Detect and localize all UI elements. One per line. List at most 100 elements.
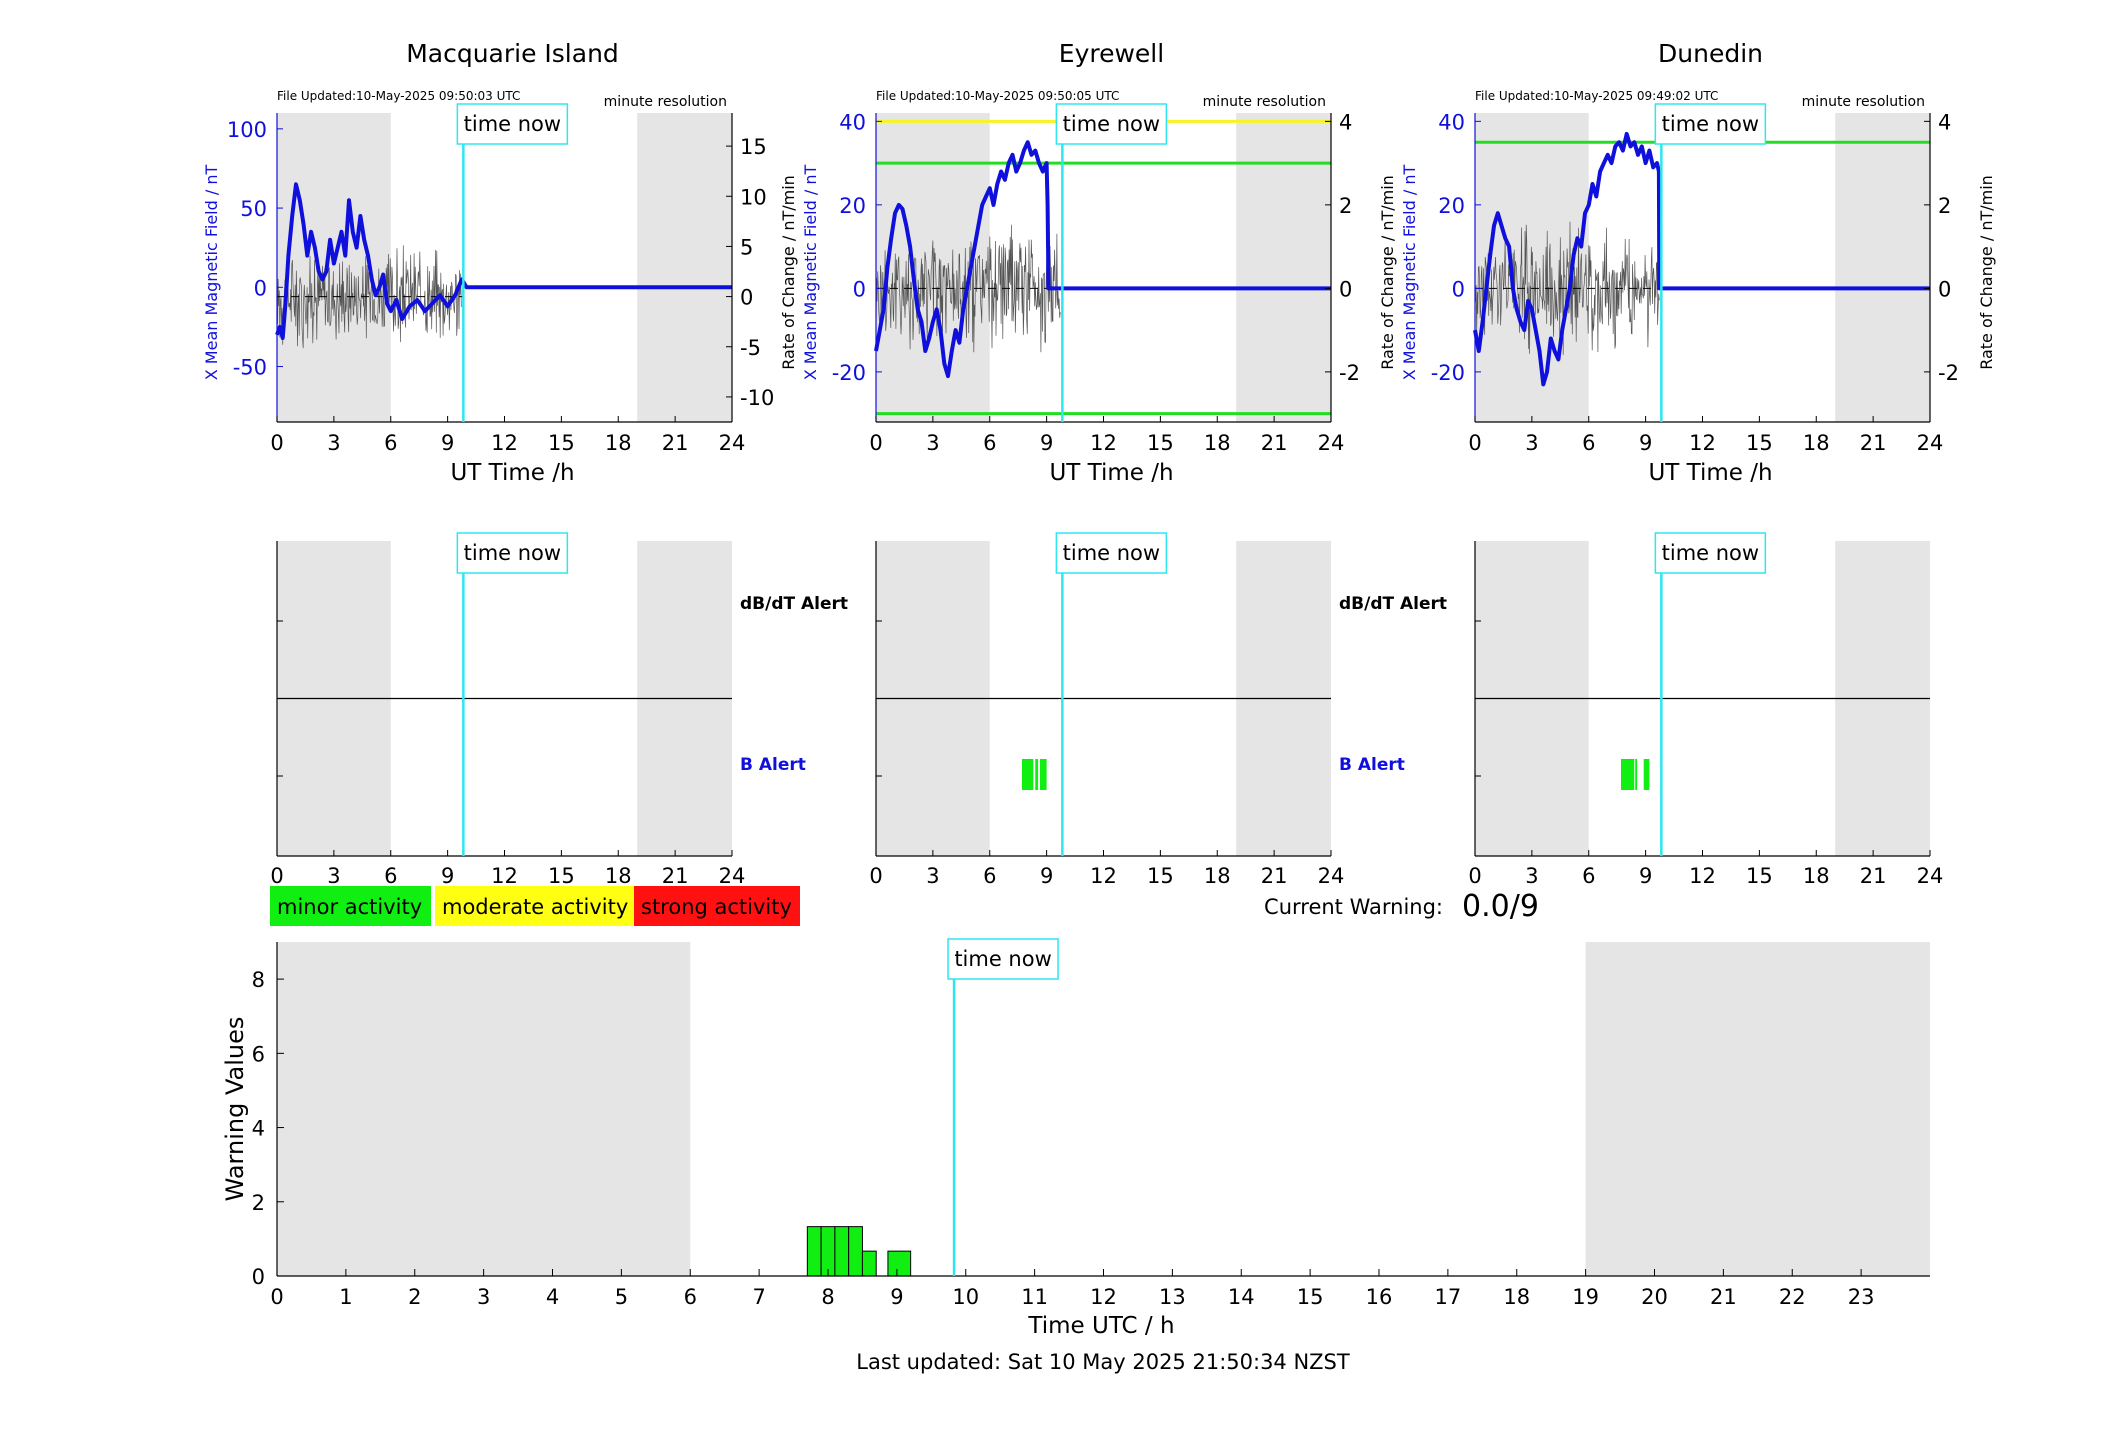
left-tick-label: 50 [240, 197, 267, 221]
x-tick-label: 3 [327, 431, 340, 455]
left-tick-label: -20 [832, 361, 866, 385]
rate-of-change-trace [276, 245, 462, 349]
b-alert-label: B Alert [740, 755, 806, 775]
x-axis-label: UT Time /h [1648, 460, 1772, 486]
last-updated-text: Last updated: Sat 10 May 2025 21:50:34 N… [856, 1350, 1350, 1374]
time-now-box [1055, 532, 1168, 574]
x-tick-label: 21 [1860, 431, 1887, 455]
time-now-marker: time now [947, 938, 1059, 980]
x-tick-label: 0 [270, 431, 283, 455]
legend-swatch [634, 886, 800, 926]
station-title: Macquarie Island [406, 39, 619, 68]
x-tick-label: 21 [1710, 1285, 1737, 1309]
time-now-box [1654, 532, 1767, 574]
left-tick-label: 100 [227, 118, 267, 142]
night-shading [1835, 113, 1930, 422]
time-now-box [1055, 103, 1168, 145]
x-tick-label: 15 [1147, 864, 1174, 888]
x-axis-label: UT Time /h [1049, 460, 1173, 486]
x-tick-label: 3 [327, 864, 340, 888]
x-tick-label: 9 [441, 431, 454, 455]
current-warning-value: 0.0/9 [1462, 889, 1539, 924]
b-alert-bar [1035, 759, 1039, 790]
x-tick-label: 18 [1204, 431, 1231, 455]
x-tick-label: 3 [1525, 431, 1538, 455]
resolution-text: minute resolution [1802, 94, 1925, 110]
left-tick-label: 0 [1452, 277, 1465, 301]
x-tick-label: 24 [1318, 431, 1345, 455]
left-y-label: X Mean Magnetic Field / nT [801, 165, 820, 381]
right-tick-label: 4 [1339, 110, 1352, 134]
right-tick-label: 2 [1339, 194, 1352, 218]
right-tick-label: 4 [1938, 110, 1951, 134]
x-tick-label: 9 [1040, 864, 1053, 888]
time-now-label: time now [1662, 541, 1759, 565]
x-tick-label: 20 [1641, 1285, 1668, 1309]
y-tick-label: 6 [252, 1042, 265, 1066]
left-y-label: X Mean Magnetic Field / nT [1400, 165, 1419, 381]
time-now-label: time now [464, 112, 561, 136]
alert-chart: 0 3 6 9 12 15 18 21 24 dB/dT Alert B Alert time now [270, 532, 848, 888]
x-tick-label: 17 [1435, 1285, 1462, 1309]
rate-of-change-trace [1474, 221, 1660, 356]
x-tick-label: 15 [1297, 1285, 1324, 1309]
station-title: Dunedin [1658, 39, 1763, 68]
x-tick-label: 18 [1803, 864, 1830, 888]
right-tick-label: -2 [1938, 361, 1959, 385]
x-tick-label: 6 [1582, 864, 1595, 888]
right-tick-label: -2 [1339, 361, 1360, 385]
b-alert-bar [1643, 759, 1650, 790]
x-tick-label: 12 [1090, 1285, 1117, 1309]
file-updated-text: File Updated:10-May-2025 09:50:05 UTC [876, 89, 1119, 103]
x-tick-label: 21 [662, 864, 689, 888]
right-tick-label: 15 [740, 135, 767, 159]
b-alert-bar [1620, 759, 1635, 790]
x-tick-label: 6 [983, 431, 996, 455]
x-tick-label: 9 [441, 864, 454, 888]
file-updated-text: File Updated:10-May-2025 09:49:02 UTC [1475, 89, 1718, 103]
left-tick-label: 0 [853, 277, 866, 301]
x-tick-label: 6 [384, 864, 397, 888]
right-y-label: Rate of Change / nT/min [1977, 175, 1996, 370]
night-shading [277, 942, 691, 1276]
legend-label: strong activity [641, 895, 792, 919]
x-tick-label: 21 [1261, 431, 1288, 455]
x-tick-label: 24 [1318, 864, 1345, 888]
legend-swatch [435, 886, 635, 926]
activity-legend: minor activity moderate activity strong ac… [270, 886, 800, 926]
x-tick-label: 12 [1090, 431, 1117, 455]
x-tick-label: 0 [270, 864, 283, 888]
x-tick-label: 14 [1228, 1285, 1255, 1309]
y-tick-label: 8 [252, 968, 265, 992]
x-tick-label: 9 [1040, 431, 1053, 455]
time-now-label: time now [464, 541, 561, 565]
x-tick-label: 6 [384, 431, 397, 455]
x-tick-label: 6 [1582, 431, 1595, 455]
right-tick-label: 0 [1339, 277, 1352, 301]
y-axis-label: Warning Values [221, 1017, 249, 1202]
resolution-text: minute resolution [1203, 94, 1326, 110]
x-tick-label: 1 [339, 1285, 352, 1309]
right-tick-label: 2 [1938, 194, 1951, 218]
x-tick-label: 0 [1468, 864, 1481, 888]
b-alert-label: B Alert [1339, 755, 1405, 775]
warning-bar [834, 1226, 850, 1277]
x-tick-label: 15 [548, 864, 575, 888]
x-tick-label: 24 [1917, 431, 1944, 455]
x-tick-label: 12 [491, 864, 518, 888]
x-tick-label: 21 [1860, 864, 1887, 888]
x-tick-label: 24 [719, 431, 746, 455]
left-tick-label: 0 [254, 276, 267, 300]
left-tick-label: 40 [839, 110, 866, 134]
time-now-marker: time now [1055, 103, 1168, 145]
right-tick-label: -10 [740, 386, 774, 410]
x-tick-label: 19 [1572, 1285, 1599, 1309]
x-tick-label: 5 [615, 1285, 628, 1309]
time-now-box [1654, 103, 1767, 145]
time-now-label: time now [1662, 112, 1759, 136]
legend-swatch [270, 886, 431, 926]
